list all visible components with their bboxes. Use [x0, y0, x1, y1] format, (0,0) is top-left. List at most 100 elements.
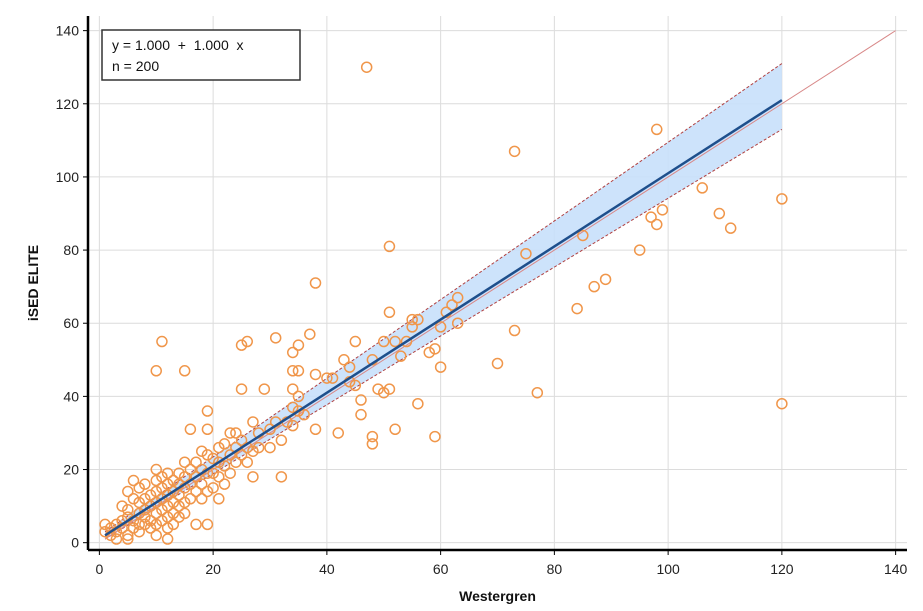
x-tick-label: 100: [656, 561, 680, 577]
data-point: [696, 182, 708, 194]
data-point: [122, 533, 134, 545]
data-point: [139, 511, 151, 523]
axes: [83, 16, 907, 555]
data-point: [400, 335, 413, 348]
grid: [88, 16, 907, 550]
regression-line-segment: [104, 99, 783, 537]
data-point: [599, 273, 612, 286]
y-tick-label: 140: [56, 23, 80, 39]
data-point: [127, 522, 140, 534]
data-point: [173, 511, 185, 523]
data-point: [190, 485, 202, 498]
data-point: [184, 493, 197, 505]
data-point: [213, 456, 225, 468]
data-point: [230, 456, 242, 468]
data-point: [133, 507, 145, 520]
data-point: [99, 518, 111, 531]
data-point: [156, 471, 168, 483]
equation-legend: y = 1.000 + 1.000 x n = 200: [101, 29, 301, 81]
data-point: [144, 522, 157, 534]
data-points: [99, 61, 788, 545]
data-point: [389, 335, 401, 348]
data-point: [218, 438, 231, 450]
data-point: [321, 372, 333, 384]
data-point: [520, 247, 532, 260]
data-point: [713, 207, 726, 220]
data-point: [201, 423, 214, 436]
data-point: [161, 467, 174, 479]
data-point: [161, 478, 174, 490]
data-point: [434, 321, 447, 333]
data-point: [508, 324, 521, 337]
data-point: [645, 211, 657, 223]
data-point: [287, 346, 299, 359]
data-point: [241, 335, 253, 348]
y-tick-label: 100: [56, 169, 80, 185]
data-point: [122, 504, 134, 516]
data-point: [133, 525, 145, 538]
data-point: [196, 493, 208, 505]
data-point: [360, 61, 373, 73]
data-point: [139, 478, 151, 490]
data-point: [531, 386, 544, 399]
data-point: [252, 441, 265, 454]
data-point: [139, 518, 151, 531]
data-point: [213, 471, 225, 483]
data-point: [116, 500, 128, 512]
data-point: [207, 452, 219, 465]
data-point: [383, 306, 396, 319]
data-point: [378, 386, 390, 399]
data-point: [491, 357, 504, 370]
data-point: [508, 145, 521, 158]
data-point: [389, 423, 401, 436]
legend-count: n = 200: [112, 58, 159, 74]
y-tick-label: 0: [71, 535, 79, 551]
data-point: [201, 405, 214, 417]
data-point: [167, 518, 180, 531]
data-point: [429, 343, 441, 355]
data-point: [309, 277, 322, 289]
y-axis-label: iSED ELITE: [25, 245, 41, 321]
x-tick-label: 80: [547, 561, 563, 577]
data-point: [127, 474, 140, 487]
data-point: [173, 500, 185, 512]
data-point: [184, 463, 197, 476]
data-point: [161, 511, 174, 523]
data-point: [230, 427, 242, 439]
y-tick-label: 120: [56, 96, 80, 112]
data-point: [150, 507, 162, 520]
data-point: [156, 493, 168, 505]
data-point: [776, 193, 788, 205]
data-point: [161, 522, 174, 534]
data-point: [571, 302, 583, 315]
data-point: [241, 456, 253, 468]
data-point: [588, 280, 600, 293]
data-point: [412, 313, 424, 326]
data-point: [150, 496, 162, 509]
data-point: [122, 485, 134, 498]
data-point: [332, 427, 344, 439]
data-point: [247, 471, 259, 483]
data-point: [287, 401, 299, 414]
data-point: [156, 514, 168, 527]
data-point: [434, 361, 447, 373]
data-point: [309, 423, 322, 436]
x-tick-label: 20: [205, 561, 221, 577]
data-point: [127, 493, 140, 505]
data-point: [139, 493, 151, 505]
data-point: [292, 365, 305, 377]
data-point: [292, 405, 305, 417]
data-point: [133, 496, 145, 509]
data-point: [247, 416, 259, 428]
data-point: [235, 383, 248, 395]
data-point: [213, 441, 225, 454]
data-point: [144, 500, 157, 512]
data-point: [235, 339, 248, 351]
data-point: [235, 434, 248, 447]
data-point: [383, 383, 396, 395]
data-point: [264, 423, 276, 436]
data-point: [150, 463, 162, 476]
data-point: [122, 529, 134, 542]
data-point: [247, 445, 259, 457]
